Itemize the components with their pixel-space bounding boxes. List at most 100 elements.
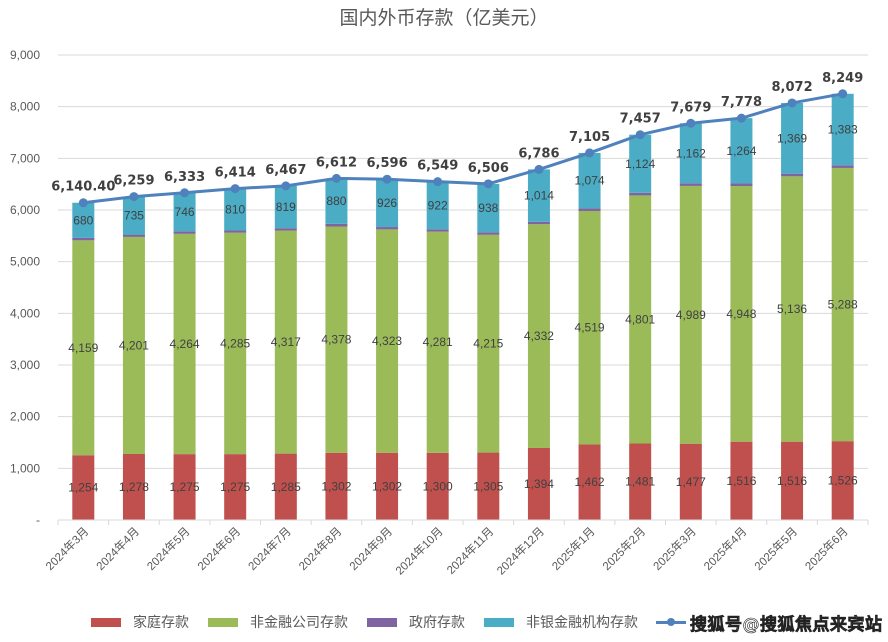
bar-government: [578, 208, 601, 211]
bar-household: [578, 444, 601, 520]
bar-government: [781, 173, 804, 177]
segment-value-label: 1,264: [726, 144, 756, 158]
total-value-label: 6,467: [265, 163, 306, 178]
segment-value-label: 926: [377, 196, 397, 210]
bar-household: [831, 441, 854, 520]
segment-value-label: 1,124: [625, 157, 655, 171]
total-value-label: 7,778: [721, 95, 762, 110]
segment-value-label: 1,305: [473, 479, 503, 493]
total-line-marker: [433, 177, 443, 187]
bar-nonbank: [629, 134, 652, 193]
legend-item-household[interactable]: 家庭存款: [91, 612, 189, 632]
bar-nonfinancial: [274, 230, 297, 454]
total-value-label: 8,072: [772, 80, 813, 95]
total-line-path: [83, 92, 843, 205]
bar-government: [122, 234, 145, 237]
bar-nonbank: [325, 178, 348, 224]
segment-value-label: 4,332: [524, 329, 554, 343]
bar-government: [426, 229, 449, 232]
x-tick-label: 2025年3月: [650, 524, 699, 573]
bar-nonbank: [426, 181, 449, 230]
total-line-marker: [382, 174, 392, 184]
total-value-label: 6,333: [164, 170, 205, 185]
y-axis: - 1,000 2,000 3,000 4,000 5,000 6,000 7,000 8,00…: [10, 48, 40, 527]
bar-household: [72, 455, 95, 520]
total-line-marker: [78, 198, 88, 208]
bar-nonfinancial: [527, 224, 550, 448]
total-line-marker: [838, 89, 848, 99]
x-tick-label: 2024年3月: [43, 524, 92, 573]
segment-value-label: 938: [478, 201, 498, 215]
legend-item-nonbank[interactable]: 非银金融机构存款: [484, 612, 638, 632]
bar-government: [730, 183, 753, 187]
x-tick-label: 2024年9月: [346, 524, 395, 573]
bar-government: [224, 230, 247, 233]
bar-household: [122, 453, 145, 520]
bar-household: [781, 441, 804, 520]
bar-nonbank: [122, 196, 145, 235]
segment-value-label: 1,074: [575, 174, 605, 188]
y-tick-label: 6,000: [10, 203, 40, 217]
bar-government: [679, 183, 702, 186]
bar-household: [730, 441, 753, 520]
bar-nonfinancial: [578, 210, 601, 445]
segment-value-label: 1,254: [68, 481, 98, 495]
legend-swatch-government: [367, 617, 397, 627]
total-value-label: 6,612: [316, 155, 357, 170]
legend-item-nonfinancial[interactable]: 非金融公司存款: [208, 612, 348, 632]
bar-government: [527, 221, 550, 225]
segment-value-label: 4,201: [119, 338, 149, 352]
segment-value-label: 1,462: [575, 475, 605, 489]
segment-value-label: 1,526: [828, 474, 858, 488]
bar-government: [325, 223, 348, 227]
segment-value-label: 4,323: [372, 334, 402, 348]
bar-nonbank: [527, 169, 550, 222]
x-tick-label: 2024年10月: [393, 524, 446, 577]
bar-household: [325, 452, 348, 520]
legend-label: 非金融公司存款: [250, 615, 348, 631]
bar-nonbank: [173, 192, 196, 232]
bar-government: [274, 228, 297, 231]
legend-item-total[interactable]: 搜狐号@搜狐焦点来宾站: [656, 610, 883, 635]
total-value-label: 6,140.40: [51, 180, 115, 195]
x-tick-label: 2024年7月: [245, 524, 294, 573]
bar-nonbank: [781, 102, 804, 174]
segment-value-label: 1,275: [220, 480, 250, 494]
total-value-label: 6,549: [417, 159, 458, 174]
segment-labels: 1,254 4,159 680 1,278 4,201 735 1,275 4,264 746 1…: [68, 123, 858, 495]
total-value-label: 6,786: [518, 146, 559, 161]
total-value-label: 6,506: [468, 161, 509, 176]
legend-swatch-household: [91, 617, 121, 627]
segment-value-label: 4,215: [473, 337, 503, 351]
watermark: 搜狐号@搜狐焦点来宾站: [690, 615, 883, 636]
bar-government: [831, 165, 854, 168]
bar-household: [426, 452, 449, 520]
bar-nonbank: [679, 123, 702, 184]
total-value-label: 6,259: [113, 174, 154, 189]
y-tick-label: 2,000: [10, 410, 40, 424]
segment-value-label: 746: [175, 205, 195, 219]
segment-value-label: 1,383: [828, 123, 858, 137]
segment-value-label: 4,378: [321, 333, 351, 347]
bar-government: [477, 232, 500, 235]
segment-value-label: 4,281: [423, 335, 453, 349]
x-tick-label: 2025年2月: [600, 524, 649, 573]
legend-swatch-nonbank: [484, 617, 514, 627]
bar-nonfinancial: [122, 236, 145, 454]
segment-value-label: 4,264: [170, 337, 200, 351]
segment-value-label: 1,394: [524, 477, 554, 491]
bar-household: [274, 453, 297, 520]
segment-value-label: 4,285: [220, 336, 250, 350]
segment-value-label: 1,369: [777, 131, 807, 145]
bar-government: [376, 227, 399, 230]
legend-item-government[interactable]: 政府存款: [367, 612, 465, 632]
segment-value-label: 1,300: [423, 479, 453, 493]
total-value-label: 7,457: [620, 112, 661, 127]
segment-value-label: 1,162: [676, 146, 706, 160]
bar-nonbank: [274, 185, 297, 229]
bar-household: [173, 454, 196, 520]
bar-nonfinancial: [325, 226, 348, 453]
bar-household: [376, 452, 399, 520]
bar-nonfinancial: [730, 186, 753, 442]
total-value-label: 7,105: [569, 130, 610, 145]
